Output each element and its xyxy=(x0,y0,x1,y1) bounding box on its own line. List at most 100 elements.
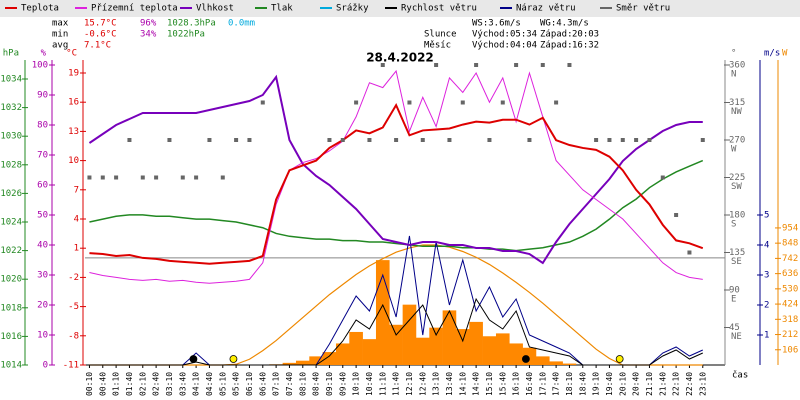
y-tick-label: 4 xyxy=(74,215,79,225)
direction-point xyxy=(140,175,145,180)
y-tick-label: 4 xyxy=(764,241,769,251)
x-tick-label: 16:10 xyxy=(512,372,521,396)
y-tick-label: 424 xyxy=(782,300,798,310)
legend-label: Náraz větru xyxy=(516,4,576,14)
direction-point xyxy=(220,175,225,180)
solar-bar xyxy=(309,356,323,365)
x-tick-label: 02:10 xyxy=(138,372,147,396)
legend-label: Tlak xyxy=(271,4,293,14)
compass-label: NE xyxy=(731,332,742,342)
x-tick-label: 03:40 xyxy=(178,372,187,396)
y-tick-label: 60 xyxy=(37,181,48,191)
stat-value: 15.7°C xyxy=(84,19,117,29)
direction-point xyxy=(234,138,239,142)
stat-value: 7.1°C xyxy=(84,41,111,51)
y-tick-label: 100 xyxy=(32,61,48,71)
astro-time: 16:32 xyxy=(572,41,599,51)
stat-value: 0.0mm xyxy=(228,19,255,29)
stat-label: avg xyxy=(52,41,68,51)
solar-bar xyxy=(442,310,457,365)
legend-label: Směr větru xyxy=(616,4,670,14)
x-tick-label: 19:10 xyxy=(592,372,601,396)
x-tick-label: 07:10 xyxy=(272,372,281,396)
x-tick-label: 18:10 xyxy=(565,372,574,396)
stat-value: -0.6°C xyxy=(84,30,117,40)
y-tick-label: 1024 xyxy=(0,218,22,228)
direction-point xyxy=(487,138,492,142)
legend-label: Vlhkost xyxy=(196,4,234,14)
astro-label: Západ: xyxy=(540,30,573,40)
y-tick-label: 1 xyxy=(764,331,769,341)
direction-point xyxy=(514,63,519,67)
wind-info: WG:4.3m/s xyxy=(540,19,589,29)
sun-marker xyxy=(229,355,238,363)
x-tick-label: 23:10 xyxy=(698,372,707,396)
y-tick-label: -11 xyxy=(63,361,79,371)
x-tick-label: 14:40 xyxy=(472,372,481,396)
direction-point xyxy=(87,175,92,180)
y-tick-label: 270 xyxy=(729,136,745,146)
direction-point xyxy=(554,100,559,105)
y-tick-label: 2 xyxy=(764,301,769,311)
y-tick-label: 954 xyxy=(782,223,798,233)
y-tick-label: 180 xyxy=(729,211,745,221)
x-tick-label: 13:40 xyxy=(445,372,454,396)
y-tick-label: 19 xyxy=(68,69,79,79)
solar-bar xyxy=(415,337,430,365)
y-tick-label: 90 xyxy=(729,286,740,296)
direction-point xyxy=(114,175,119,180)
direction-point xyxy=(247,138,252,142)
x-tick-label: 12:10 xyxy=(405,372,414,396)
solar-bar xyxy=(455,329,470,365)
legend-label: Teplota xyxy=(21,4,59,14)
x-tick-label: 20:40 xyxy=(632,372,641,396)
y-tick-label: 20 xyxy=(37,301,48,311)
direction-point xyxy=(647,138,652,142)
x-tick-label: 14:10 xyxy=(458,372,467,396)
x-tick-label: 21:10 xyxy=(645,372,654,396)
solar-bar xyxy=(402,304,417,365)
series-line xyxy=(89,159,704,252)
direction-point xyxy=(447,138,452,142)
compass-label: N xyxy=(731,70,736,80)
series-line xyxy=(89,297,703,366)
axis-label: °C xyxy=(66,49,77,59)
x-tick-label: 22:40 xyxy=(685,372,694,396)
astro-label: Měsíc xyxy=(424,41,451,51)
y-tick-label: -5 xyxy=(68,302,79,312)
y-tick-label: 80 xyxy=(37,121,48,131)
compass-label: SW xyxy=(731,182,742,192)
x-tick-label: 06:10 xyxy=(245,372,254,396)
x-tick-label: 10:40 xyxy=(365,372,374,396)
legend-label: Rychlost větru xyxy=(401,4,477,14)
axis-label: hPa xyxy=(3,49,19,59)
x-tick-label: 13:10 xyxy=(432,372,441,396)
legend-bar xyxy=(0,0,800,17)
y-tick-label: 1016 xyxy=(0,332,22,342)
axis-label: ° xyxy=(731,49,736,59)
solar-bar xyxy=(535,356,550,365)
stat-label: min xyxy=(52,30,68,40)
y-tick-label: 212 xyxy=(782,330,798,340)
compass-label: S xyxy=(731,220,736,230)
x-tick-label: 09:10 xyxy=(325,372,334,396)
x-tick-label: 15:40 xyxy=(498,372,507,396)
y-tick-label: 1028 xyxy=(0,160,22,170)
y-tick-label: 5 xyxy=(764,211,769,221)
solar-bar xyxy=(322,352,337,365)
stat-value: 1028.3hPa xyxy=(167,19,216,29)
y-tick-label: 1014 xyxy=(0,361,22,371)
solar-bar xyxy=(335,343,350,365)
y-tick-label: 1020 xyxy=(0,275,22,285)
direction-point xyxy=(674,213,679,217)
direction-point xyxy=(100,175,105,180)
solar-bar xyxy=(349,331,363,365)
series-line xyxy=(89,69,703,284)
series-line xyxy=(88,74,703,265)
x-tick-label: 07:40 xyxy=(285,372,294,396)
solar-bar xyxy=(495,333,510,365)
x-tick-label: 19:40 xyxy=(605,372,614,396)
legend-label: Přízemní teplota xyxy=(91,4,178,14)
x-tick-label: 22:10 xyxy=(672,372,681,396)
